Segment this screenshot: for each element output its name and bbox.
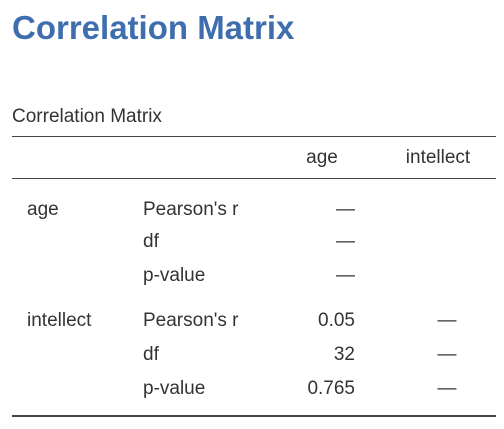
cell-value: — (336, 231, 355, 252)
cell-value: 32 (333, 344, 355, 365)
header-rule (12, 178, 496, 179)
row-stat: df (143, 231, 159, 252)
cell-value: 0.765 (307, 378, 355, 399)
cell-value: — (336, 199, 355, 220)
column-header: intellect (405, 147, 471, 168)
cell-value: — (437, 310, 457, 331)
row-variable: intellect (27, 310, 92, 331)
row-stat: Pearson's r (143, 310, 239, 331)
table-caption: Correlation Matrix (12, 106, 162, 127)
page-title: Correlation Matrix (12, 9, 295, 46)
column-header: age (306, 147, 338, 168)
cell-value: — (336, 265, 355, 286)
row-stat: p-value (143, 265, 206, 286)
cell-value: 0.05 (318, 310, 355, 331)
table-bottom-rule (12, 415, 496, 417)
row-stat: Pearson's r (143, 199, 239, 220)
cell-value: — (437, 344, 457, 365)
table-top-rule (12, 136, 496, 137)
row-variable: age (27, 199, 59, 220)
row-stat: p-value (143, 378, 206, 399)
cell-value: — (437, 378, 457, 399)
row-stat: df (143, 344, 159, 365)
